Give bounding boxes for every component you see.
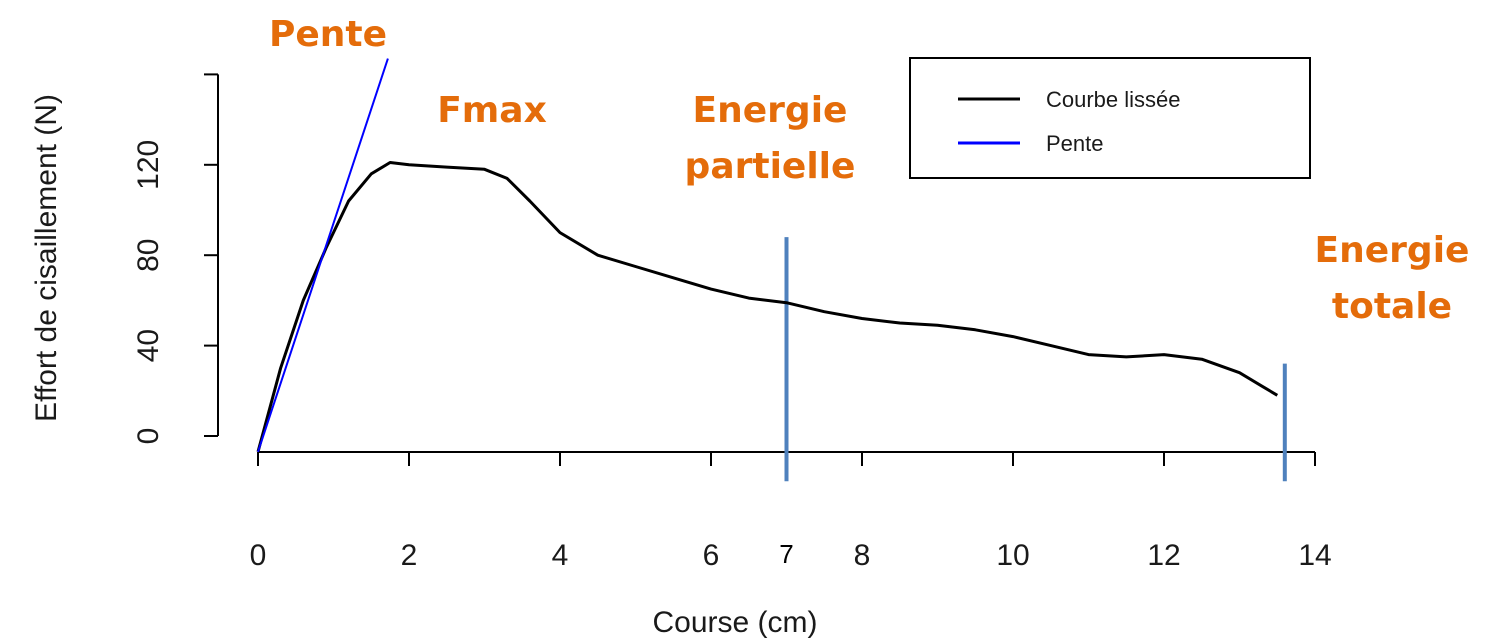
- x-tick-label: 0: [250, 539, 267, 572]
- annotation-energie-partielle: Energie partielle: [685, 90, 856, 187]
- annotation-energie-totale-line: totale: [1332, 286, 1452, 327]
- annotation-fmax-line: Fmax: [437, 90, 547, 131]
- x-axis-title: Course (cm): [652, 606, 817, 639]
- annotation-fmax: Fmax: [437, 90, 547, 131]
- annotation-energie-partielle-line: Energie: [693, 90, 848, 131]
- energy-markers: [784, 237, 1287, 482]
- legend-box: [909, 57, 1311, 179]
- annotation-energie-totale-line: Energie: [1315, 230, 1470, 271]
- series-line-courbe-lissee: [256, 161, 1279, 453]
- x-tick-label: 2: [401, 539, 418, 572]
- y-axis-title: Effort de cisaillement (N): [30, 94, 63, 422]
- series: [256, 58, 1279, 453]
- annotation-energie-totale: Energie totale: [1315, 230, 1470, 327]
- legend: Courbe lissée Pente: [909, 57, 1311, 179]
- y-tick-label: 120: [132, 140, 165, 190]
- axes: 0 2 4 6 8 10 12 14 7 0 40 80 120: [132, 73, 1332, 572]
- x-tick-label: 10: [996, 539, 1029, 572]
- annotations: Pente Fmax Energie partielle Energie totale: [269, 14, 1469, 327]
- y-tick-label: 40: [132, 329, 165, 362]
- legend-label-pente: Pente: [1046, 131, 1104, 156]
- y-tick-label: 0: [132, 428, 165, 445]
- x-tick-label: 12: [1147, 539, 1180, 572]
- x-tick-label: 6: [703, 539, 720, 572]
- annotation-pente-line: Pente: [269, 14, 387, 55]
- legend-label-courbe: Courbe lissée: [1046, 87, 1181, 112]
- x-tick-label: 4: [552, 539, 569, 572]
- x-tick-label: 14: [1298, 539, 1331, 572]
- x-tick-label-extra: 7: [779, 539, 793, 569]
- x-tick-label: 8: [854, 539, 871, 572]
- annotation-pente: Pente: [269, 14, 387, 55]
- annotation-energie-partielle-line: partielle: [685, 146, 856, 187]
- y-tick-label: 80: [132, 239, 165, 272]
- series-line-pente: [257, 58, 389, 453]
